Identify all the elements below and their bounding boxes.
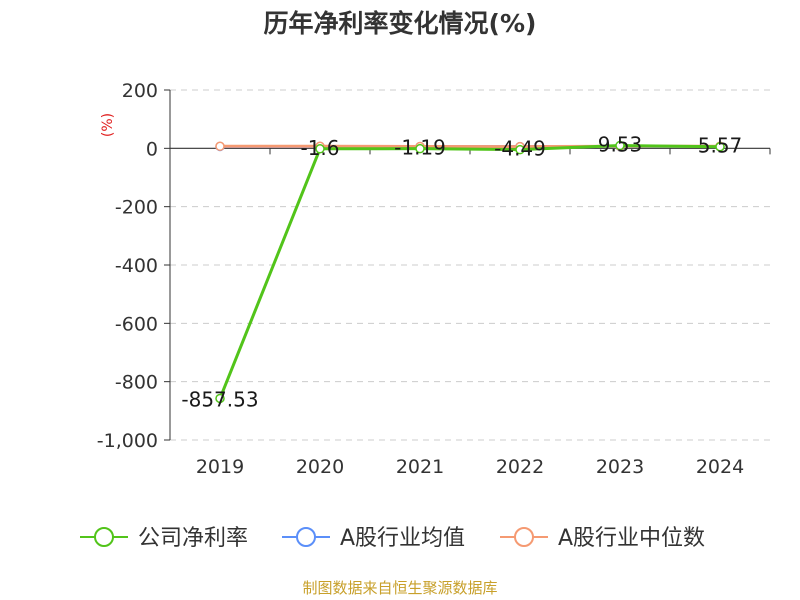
legend-label: A股行业中位数: [558, 526, 705, 551]
legend-label: 公司净利率: [138, 526, 248, 551]
x-tick-label: 2023: [596, 456, 644, 478]
y-tick-label: -1,000: [97, 430, 158, 452]
series-layer: [215, 140, 725, 404]
data-point: [315, 144, 325, 154]
data-label: -857.53: [181, 387, 258, 411]
data-point: [215, 393, 225, 404]
x-tick-label: 2022: [496, 456, 544, 478]
x-tick-label: 2020: [296, 456, 344, 478]
y-tick-label: -800: [115, 372, 158, 394]
data-label: -4.49: [494, 137, 546, 161]
y-tick-label: 0: [146, 138, 158, 160]
data-point: [715, 141, 725, 152]
data-label: -1.19: [394, 136, 446, 160]
data-point: [515, 144, 525, 155]
y-tick-label: -200: [115, 197, 158, 219]
chart-title: 历年净利率变化情况(%): [264, 9, 537, 38]
data-point: [415, 143, 425, 154]
y-axis-label: (%): [100, 113, 116, 137]
legend-marker-icon: [514, 527, 534, 547]
y-tick-label: -400: [115, 255, 158, 277]
x-tick-label: 2019: [196, 456, 244, 478]
series-line: [218, 144, 721, 400]
y-tick-label: -600: [115, 313, 158, 335]
legend-label: A股行业均值: [340, 526, 465, 551]
x-tick-label: 2021: [396, 456, 444, 478]
y-tick-label: 200: [122, 80, 158, 102]
x-axis-ticks: 2019 2020 2021 2022 2023 2024: [169, 148, 771, 478]
y-axis-ticks: 200 0 -200 -400 -600 -800 -1,000: [97, 80, 170, 452]
grid-lines: [170, 89, 770, 441]
legend-marker-icon: [296, 527, 316, 547]
data-labels: -857.53 -1.6 -1.19 -4.49 9.53 5.57: [181, 133, 742, 412]
x-tick-label: 2024: [696, 456, 744, 478]
data-point: [615, 140, 625, 151]
data-point: [215, 141, 225, 152]
legend-marker-icon: [94, 527, 114, 547]
data-label: -1.6: [300, 136, 339, 160]
legend[interactable]: 公司净利率 A股行业均值 A股行业中位数: [80, 526, 705, 551]
data-label: 5.57: [698, 134, 743, 158]
source-note: 制图数据来自恒生聚源数据库: [302, 579, 497, 597]
data-label: 9.53: [598, 133, 643, 157]
